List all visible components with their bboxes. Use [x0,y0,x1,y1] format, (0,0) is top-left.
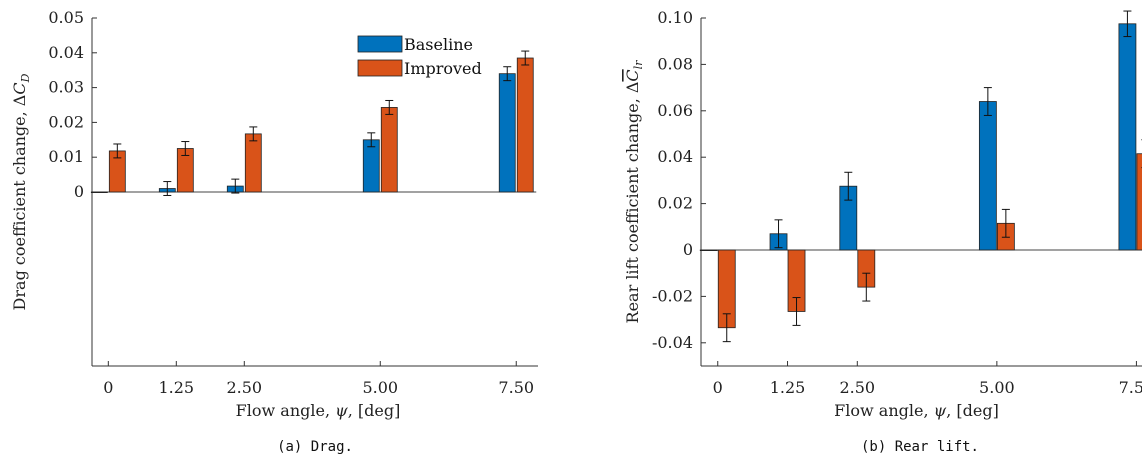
bar-baseline [1118,23,1137,251]
x-axis-label-symbol: ψ [934,401,947,420]
figure-caption: (a) Drag. [277,439,353,455]
x-axis-label-text: Flow angle, [834,401,933,420]
y-tick-label: 0.04 [657,147,693,166]
y-tick-label: 0.04 [48,43,84,62]
y-tick-label: 0.03 [48,78,84,97]
bar-baseline [90,191,108,194]
y-axis-label-symbol: C [623,69,642,81]
bar-baseline [699,249,718,252]
legend-label: Improved [404,59,482,78]
x-tick-label: 0 [103,378,113,397]
y-tick-label: 0.06 [657,101,693,120]
bar-improved [516,57,534,193]
bar-improved [244,133,262,193]
x-tick-label: 7.50 [498,378,534,397]
legend-label: Baseline [404,35,473,54]
bar-baseline [498,73,516,193]
figure-caption: (b) Rear lift. [861,439,979,455]
legend: Baseline Improved [357,35,482,78]
y-tick-label: 0.10 [657,8,693,27]
y-axis-label-subscript: lr [632,60,645,70]
bar-baseline [362,139,380,193]
y-tick-label: 0 [683,240,693,259]
chart-rear-lift: -0.04 -0.02 0 0.02 0.04 0.06 0.08 0.10 0 1.25 2.50… [623,8,1142,455]
x-axis-label: Flow angle, ψ, [deg] [236,401,401,420]
y-axis-label: Drag coefficient change, ΔCD [10,73,32,310]
y-tick-label: -0.04 [652,333,693,352]
x-axis-label-symbol: ψ [335,401,348,420]
x-axis-label-text: Flow angle, [236,401,335,420]
bar-improved [1136,153,1142,251]
x-tick-label: 5.00 [362,378,398,397]
x-tick-label: 0 [713,378,723,397]
x-tick-label: 7.50 [1119,378,1142,397]
x-axis-label: Flow angle, ψ, [deg] [834,401,999,420]
y-tick-label: -0.02 [652,286,693,305]
x-tick-label: 1.25 [770,378,806,397]
x-tick-label: 2.50 [839,378,875,397]
y-axis-label-text: Rear lift coefficient change, Δ [623,82,642,324]
y-axis-label: Rear lift coefficient change, ΔClr [623,60,645,324]
y-tick-label: 0.02 [48,112,84,131]
y-tick-label: 0 [74,182,84,201]
x-tick-label: 1.25 [158,378,194,397]
y-tick-label: 0.05 [48,8,84,27]
y-axis-label-text: Drag coefficient change, Δ [10,95,29,311]
y-tick-label: 0.02 [657,194,693,213]
x-axis-label-unit: , [deg] [348,401,401,420]
chart-drag: 0 0.01 0.02 0.03 0.04 0.05 0 1.25 2.50 5.00 7.50 Fl… [10,8,538,455]
x-axis-label-unit: , [deg] [946,401,999,420]
y-axis-label-symbol: C [10,82,29,94]
legend-swatch-improved [357,59,403,77]
y-tick-label: 0.01 [48,147,84,166]
x-tick-label: 5.00 [979,378,1015,397]
bar-baseline [978,101,997,251]
legend-swatch-baseline [357,35,403,53]
bar-improved [380,107,398,193]
y-axis-label-subscript: D [19,73,32,83]
x-tick-label: 2.50 [226,378,262,397]
y-tick-label: 0.08 [657,54,693,73]
